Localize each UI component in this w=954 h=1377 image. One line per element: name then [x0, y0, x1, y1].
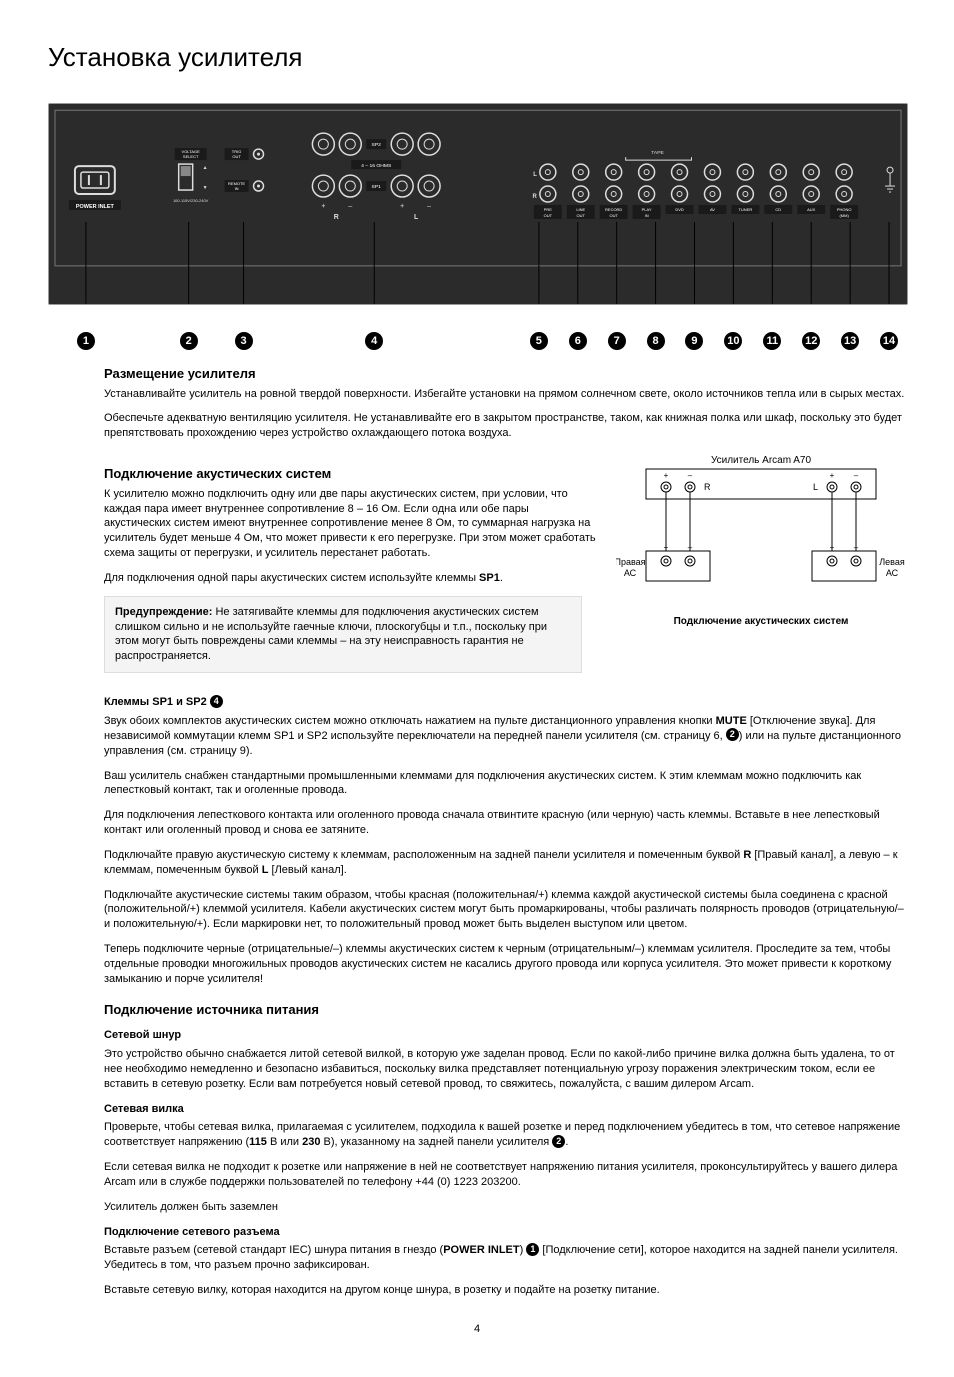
diagram-callout: 5	[530, 332, 548, 350]
body-text: Вставьте разъем (сетевой стандарт IEC) ш…	[104, 1243, 906, 1273]
svg-text:Усилитель Arcam A70: Усилитель Arcam A70	[711, 455, 812, 466]
svg-text:OUT: OUT	[232, 154, 241, 159]
svg-text:+: +	[664, 543, 669, 552]
sub-heading: Клеммы SP1 и SP2 4	[104, 695, 906, 710]
callout-ref-1: 1	[526, 1243, 539, 1256]
body-text: Усилитель должен быть заземлен	[104, 1200, 906, 1215]
body-text: Для подключения одной пары акустических …	[104, 571, 596, 586]
body-text: Обеспечьте адекватную вентиляцию усилите…	[104, 411, 906, 441]
svg-text:(MM): (MM)	[839, 213, 849, 218]
svg-text:+: +	[400, 203, 404, 210]
svg-text:SP2: SP2	[372, 142, 382, 148]
svg-text:DVD: DVD	[675, 207, 684, 212]
body-text: Для подключения лепесткового контакта ил…	[104, 808, 906, 838]
diagram-callout: 9	[685, 332, 703, 350]
svg-text:OUT: OUT	[577, 213, 586, 218]
body-text: Звук обоих комплектов акустических систе…	[104, 714, 906, 759]
diagram-callout: 3	[235, 332, 253, 350]
svg-text:АС: АС	[624, 568, 637, 578]
svg-text:▼: ▼	[203, 185, 208, 191]
body-text: Подключайте акустические системы таким о…	[104, 888, 906, 933]
diagram-callout: 12	[802, 332, 820, 350]
page-number: 4	[48, 1322, 906, 1337]
body-text: К усилителю можно подключить одну или дв…	[104, 487, 596, 561]
svg-text:LINE: LINE	[576, 207, 585, 212]
svg-text:+: +	[830, 471, 835, 480]
sub-heading: Сетевой шнур	[104, 1028, 906, 1043]
diagram-callout: 1	[77, 332, 95, 350]
svg-text:–: –	[688, 471, 693, 480]
diagram-callout: 8	[647, 332, 665, 350]
sub-heading: Подключение сетевого разъема	[104, 1225, 906, 1240]
svg-text:SELECT: SELECT	[183, 154, 199, 159]
diagram-callout: 14	[880, 332, 898, 350]
diagram-callout: 6	[569, 332, 587, 350]
section-speakers-heading: Подключение акустических систем	[104, 465, 596, 483]
body-text: Если сетевая вилка не подходит к розетке…	[104, 1160, 906, 1190]
body-text: Это устройство обычно снабжается литой с…	[104, 1047, 906, 1092]
page-title: Установка усилителя	[48, 40, 906, 75]
svg-text:TAPE: TAPE	[651, 150, 664, 156]
svg-text:–: –	[348, 203, 352, 210]
warning-box: Предупреждение: Не затягивайте клеммы дл…	[104, 596, 582, 673]
body-text: Проверьте, чтобы сетевая вилка, прилагае…	[104, 1120, 906, 1150]
svg-text:Правая: Правая	[616, 557, 646, 567]
svg-text:▲: ▲	[203, 165, 208, 171]
svg-text:R: R	[334, 214, 339, 221]
svg-text:–: –	[427, 203, 431, 210]
svg-text:R: R	[533, 194, 538, 200]
svg-text:100-115V/230-240V: 100-115V/230-240V	[173, 198, 209, 203]
svg-text:RECORD: RECORD	[605, 207, 622, 212]
diagram-callout: 7	[608, 332, 626, 350]
svg-text:+: +	[830, 543, 835, 552]
section-power-heading: Подключение источника питания	[104, 1001, 906, 1019]
callout-ref-2b: 2	[552, 1135, 565, 1148]
svg-text:–: –	[854, 471, 859, 480]
diagram-callout: 2	[180, 332, 198, 350]
sub-heading: Сетевая вилка	[104, 1102, 906, 1117]
svg-text:PHONO: PHONO	[837, 207, 852, 212]
diagram-callout: 10	[724, 332, 742, 350]
svg-text:+: +	[321, 203, 325, 210]
svg-text:AUX: AUX	[807, 207, 816, 212]
diagram-callout: 4	[365, 332, 383, 350]
callout-ref-4: 4	[210, 695, 223, 708]
svg-text:OUT: OUT	[544, 213, 553, 218]
back-panel-diagram: POWER INLET VOLTAGE SELECT ▲ ▼ 100-115V/…	[48, 103, 908, 305]
svg-text:SP1: SP1	[372, 184, 382, 190]
svg-text:Левая: Левая	[879, 557, 905, 567]
svg-text:–: –	[688, 543, 693, 552]
body-text: Подключайте правую акустическую систему …	[104, 848, 906, 878]
speaker-wiring-diagram: Усилитель Arcam A70 + – R + – L + –	[616, 451, 906, 629]
body-text: Ваш усилитель снабжен стандартными промы…	[104, 769, 906, 799]
svg-text:4 – 16 OHMS: 4 – 16 OHMS	[361, 163, 392, 169]
body-text: Устанавливайте усилитель на ровной тверд…	[104, 387, 906, 402]
svg-text:IN: IN	[235, 186, 239, 191]
section-placement-heading: Размещение усилителя	[104, 365, 906, 383]
callout-ref-2: 2	[726, 728, 739, 741]
body-text: Теперь подключите черные (отрицательные/…	[104, 942, 906, 987]
svg-text:R: R	[704, 482, 711, 492]
svg-text:+: +	[664, 471, 669, 480]
svg-text:L: L	[813, 482, 818, 492]
svg-text:AV: AV	[710, 207, 715, 212]
svg-text:OUT: OUT	[609, 213, 618, 218]
svg-text:IN: IN	[645, 213, 649, 218]
diagram-callout: 13	[841, 332, 859, 350]
svg-text:PRE: PRE	[544, 207, 553, 212]
svg-text:PLAY: PLAY	[642, 207, 652, 212]
diagram-callout: 11	[763, 332, 781, 350]
svg-text:–: –	[854, 543, 859, 552]
power-inlet-label: POWER INLET	[76, 204, 115, 210]
svg-text:TUNER: TUNER	[739, 207, 753, 212]
speaker-diagram-caption: Подключение акустических систем	[616, 615, 906, 629]
svg-text:АС: АС	[886, 568, 899, 578]
svg-text:L: L	[414, 214, 419, 221]
svg-text:L: L	[533, 172, 537, 178]
svg-text:CD: CD	[775, 207, 781, 212]
body-text: Вставьте сетевую вилку, которая находитс…	[104, 1283, 906, 1298]
